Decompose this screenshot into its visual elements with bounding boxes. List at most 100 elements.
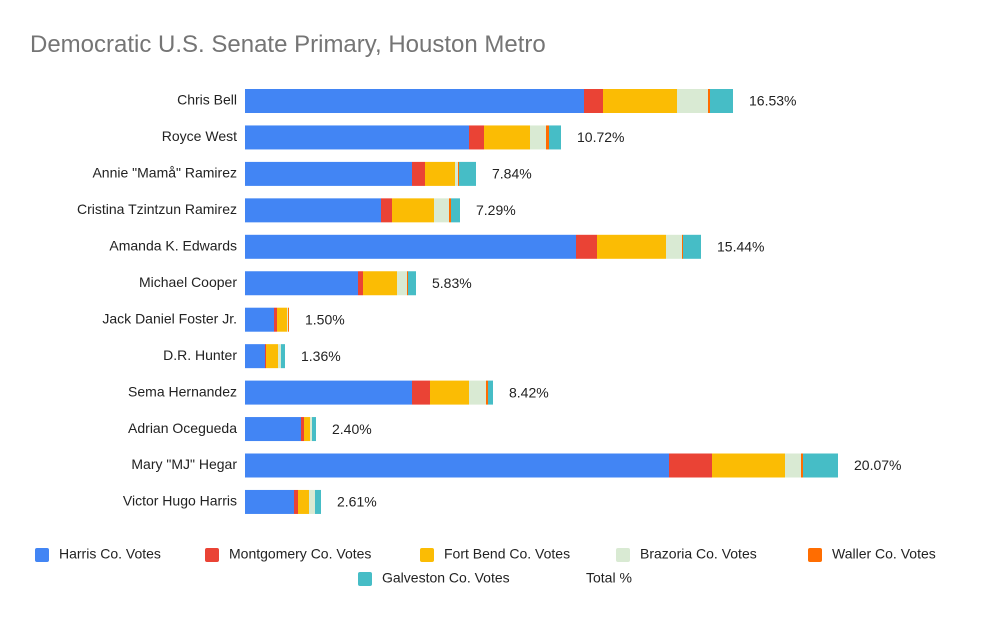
bar-segment bbox=[312, 417, 316, 442]
legend-swatch bbox=[358, 572, 372, 586]
bar-segment bbox=[576, 234, 597, 259]
legend-label: Total % bbox=[586, 570, 632, 586]
bar-segment bbox=[459, 161, 476, 186]
bar-segment bbox=[392, 198, 434, 223]
data-label: 7.84% bbox=[492, 166, 532, 182]
bar-segment bbox=[488, 380, 493, 405]
legend-swatch bbox=[808, 548, 822, 562]
legend-swatch bbox=[205, 548, 219, 562]
legend-swatch bbox=[616, 548, 630, 562]
legend-swatch bbox=[420, 548, 434, 562]
bar-segment bbox=[584, 89, 603, 113]
bar-segment bbox=[434, 198, 449, 223]
bar-segment bbox=[408, 271, 416, 296]
bar-segment bbox=[801, 453, 803, 478]
bar-segment bbox=[484, 125, 530, 150]
y-tick-label: Annie "Mamå" Ramirez bbox=[92, 165, 237, 181]
bar-segment bbox=[245, 417, 301, 442]
bar-segment bbox=[412, 161, 425, 186]
legend-swatch bbox=[562, 572, 576, 586]
bar-segment bbox=[363, 271, 397, 296]
bar-segment bbox=[449, 198, 451, 223]
bar-segment bbox=[683, 234, 701, 259]
bar-segment bbox=[245, 489, 294, 514]
bar-segment bbox=[310, 417, 312, 442]
chart-title: Democratic U.S. Senate Primary, Houston … bbox=[30, 31, 546, 58]
bar-segment bbox=[245, 453, 669, 478]
bar-segment bbox=[304, 417, 310, 442]
bar-segment bbox=[708, 89, 710, 113]
bar-segment bbox=[245, 161, 412, 186]
bar-segment bbox=[245, 271, 358, 296]
legend-label: Fort Bend Co. Votes bbox=[444, 546, 570, 562]
bar-segment bbox=[278, 344, 281, 369]
bar-segment bbox=[358, 271, 363, 296]
bar-segment bbox=[666, 234, 682, 259]
bar-segment bbox=[785, 453, 801, 478]
bar-segment bbox=[245, 125, 469, 150]
data-label: 8.42% bbox=[509, 384, 549, 400]
y-tick-label: Cristina Tzintzun Ramirez bbox=[77, 201, 237, 217]
y-tick-label: Adrian Ocegueda bbox=[128, 420, 237, 436]
bar-segment bbox=[309, 489, 315, 514]
y-tick-label: D.R. Hunter bbox=[163, 347, 237, 363]
bar-segment bbox=[245, 89, 584, 113]
legend-label: Montgomery Co. Votes bbox=[229, 546, 371, 562]
bar-segment bbox=[245, 234, 576, 259]
bar-segment bbox=[430, 380, 469, 405]
bar-segment bbox=[669, 453, 712, 478]
bar-segment bbox=[281, 344, 285, 369]
bar-segment bbox=[397, 271, 407, 296]
bar-segment bbox=[530, 125, 546, 150]
y-tick-label: Amanda K. Edwards bbox=[109, 238, 237, 254]
bar-segment bbox=[486, 380, 488, 405]
legend-label: Harris Co. Votes bbox=[59, 546, 161, 562]
bar-segment bbox=[546, 125, 549, 150]
y-tick-label: Jack Daniel Foster Jr. bbox=[102, 310, 237, 326]
bar-segment bbox=[677, 89, 708, 113]
data-label: 16.53% bbox=[749, 93, 796, 109]
y-tick-label: Sema Hernandez bbox=[128, 383, 237, 399]
data-label: 1.36% bbox=[301, 348, 341, 364]
bar-segment bbox=[287, 307, 288, 332]
bar-segment bbox=[682, 234, 683, 259]
bar-segment bbox=[455, 161, 458, 186]
bar-segment bbox=[381, 198, 392, 223]
bar-segment bbox=[245, 344, 265, 369]
y-tick-label: Mary "MJ" Hegar bbox=[131, 456, 237, 472]
bar-segment bbox=[294, 489, 298, 514]
data-label: 5.83% bbox=[432, 275, 472, 291]
data-label: 2.40% bbox=[332, 421, 372, 437]
bar-segment bbox=[265, 344, 266, 369]
data-label: 1.50% bbox=[305, 311, 345, 327]
bar-segment bbox=[277, 307, 287, 332]
bar-segment bbox=[245, 307, 274, 332]
bar-segment bbox=[266, 344, 278, 369]
bar-segment bbox=[412, 380, 430, 405]
bar-segment bbox=[469, 125, 484, 150]
bar-segment bbox=[298, 489, 309, 514]
bar-segment bbox=[315, 489, 321, 514]
bar-segment bbox=[712, 453, 785, 478]
data-label: 15.44% bbox=[717, 239, 764, 255]
legend-label: Galveston Co. Votes bbox=[382, 570, 510, 586]
bar-segment bbox=[803, 453, 838, 478]
y-tick-label: Victor Hugo Harris bbox=[123, 493, 237, 509]
data-label: 7.29% bbox=[476, 202, 516, 218]
bar-segment bbox=[245, 380, 412, 405]
bar-segment bbox=[245, 198, 381, 223]
legend-swatch bbox=[35, 548, 49, 562]
bar-segment bbox=[274, 307, 277, 332]
bar-segment bbox=[288, 307, 289, 332]
y-tick-label: Chris Bell bbox=[177, 92, 237, 108]
y-tick-label: Michael Cooper bbox=[139, 274, 237, 290]
bar-segment bbox=[407, 271, 408, 296]
legend-label: Brazoria Co. Votes bbox=[640, 546, 757, 562]
bar-segment bbox=[597, 234, 666, 259]
bar-segment bbox=[425, 161, 455, 186]
bar-segment bbox=[458, 161, 459, 186]
bar-segment bbox=[549, 125, 561, 150]
bar-segment bbox=[710, 89, 733, 113]
bar-segment bbox=[603, 89, 677, 113]
